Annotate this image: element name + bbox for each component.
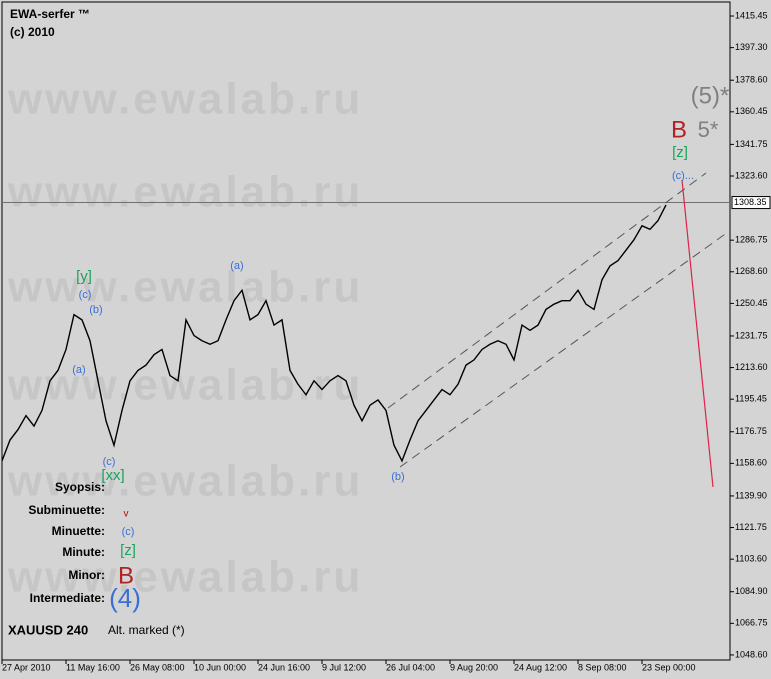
y-tick-label: 1397.30	[735, 42, 768, 52]
axes: 1415.45 1397.30 1378.60 1360.45 1341.75 1323.…	[1, 10, 771, 672]
watermarks: www.ewalab.ru www.ewalab.ru www.ewalab.r…	[7, 75, 363, 602]
watermark: www.ewalab.ru	[7, 457, 363, 506]
wave-label: (c)...	[672, 170, 694, 182]
x-tick-label: 26 May 08:00	[130, 662, 185, 672]
wave-label: (b)	[391, 471, 404, 483]
x-tick-label: 11 May 16:00	[66, 662, 120, 672]
y-tick-label: 1195.45	[735, 394, 767, 404]
projection-line	[681, 179, 714, 488]
symbol: XAUUSD 240	[8, 622, 88, 637]
wave-label: (c)	[79, 289, 92, 301]
y-tick-label: 1360.45	[735, 106, 768, 116]
wave-label: B	[671, 116, 687, 143]
y-tick-label: 1268.60	[735, 266, 768, 276]
y-tick-label: 1286.75	[735, 235, 768, 245]
legend-label: Intermediate:	[30, 591, 105, 605]
legend-label: Minor:	[68, 568, 105, 582]
legend-mark: v	[124, 509, 129, 520]
legend-mark: (4)	[109, 583, 141, 613]
y-tick-label: 1323.60	[735, 170, 768, 180]
legend-mark: [z]	[120, 542, 136, 559]
y-tick-label: 1066.75	[735, 618, 768, 628]
y-tick-label: 1415.45	[735, 10, 768, 20]
x-tick-label: 27 Apr 2010	[2, 662, 51, 672]
watermark: www.ewalab.ru	[7, 553, 363, 602]
channel-line	[399, 231, 729, 468]
wave-label: (c)	[103, 456, 116, 468]
note: Alt. marked (*)	[108, 623, 185, 637]
y-tick-label: 1213.60	[735, 362, 768, 372]
y-tick-label: 1121.75	[735, 522, 767, 532]
x-tick-label: 23 Sep 00:00	[642, 662, 696, 672]
plot-frame	[1, 1, 731, 661]
wave-label: (a)	[72, 364, 85, 376]
legend-label: Minute:	[62, 545, 105, 559]
wave-label: [z]	[672, 144, 688, 161]
x-tick-label: 9 Aug 20:00	[450, 662, 498, 672]
wave-labels: [y] (c) (b) (a) (c) [xx] (a) (b) (c)... …	[72, 82, 729, 484]
y-tick-label: 1231.75	[735, 330, 768, 340]
x-tick-label: 8 Sep 08:00	[578, 662, 627, 672]
watermark: www.ewalab.ru	[7, 168, 363, 217]
last-price-label: 1308.35	[734, 197, 767, 207]
y-tick-label: 1139.90	[735, 490, 767, 500]
legend-label: Subminuette:	[28, 503, 105, 517]
y-tick-label: 1103.60	[735, 554, 767, 564]
legend-label: Minuette:	[52, 524, 105, 538]
plot	[1, 204, 667, 463]
wave-label: [y]	[76, 268, 92, 285]
wave-label: [xx]	[101, 467, 124, 484]
y-tick-label: 1158.60	[735, 458, 767, 468]
channel	[387, 172, 729, 468]
wave-label: (a)	[230, 260, 243, 272]
wave-label: (5)*	[691, 82, 730, 109]
y-tick-label: 1250.45	[735, 298, 768, 308]
chart-title: EWA-serfer ™	[10, 7, 90, 21]
legend-label: Syopsis:	[55, 480, 105, 494]
channel-line	[387, 172, 707, 409]
x-tick-label: 9 Jul 12:00	[322, 662, 366, 672]
x-tick-label: 24 Aug 12:00	[514, 662, 567, 672]
degree-legend: Syopsis: Subminuette: v Minuette: (c) Mi…	[28, 480, 141, 613]
y-tick-label: 1048.60	[735, 649, 768, 659]
y-tick-label: 1378.60	[735, 75, 768, 85]
price-line	[1, 204, 667, 463]
legend-mark: (c)	[122, 526, 135, 538]
x-tick-label: 24 Jun 16:00	[258, 662, 310, 672]
chart-subtitle: (c) 2010	[10, 25, 55, 39]
watermark: www.ewalab.ru	[7, 75, 363, 124]
x-tick-label: 10 Jun 00:00	[194, 662, 246, 672]
wave-label: 5*	[698, 117, 719, 142]
x-tick-label: 26 Jul 04:00	[386, 662, 435, 672]
watermark: www.ewalab.ru	[7, 263, 363, 312]
legend-mark: B	[118, 562, 134, 589]
y-tick-label: 1176.75	[735, 426, 767, 436]
watermark: www.ewalab.ru	[7, 361, 363, 410]
last-price-box	[731, 196, 771, 210]
wave-label: (b)	[89, 304, 102, 316]
y-tick-label: 1341.75	[735, 139, 768, 149]
y-tick-label: 1084.90	[735, 586, 768, 596]
